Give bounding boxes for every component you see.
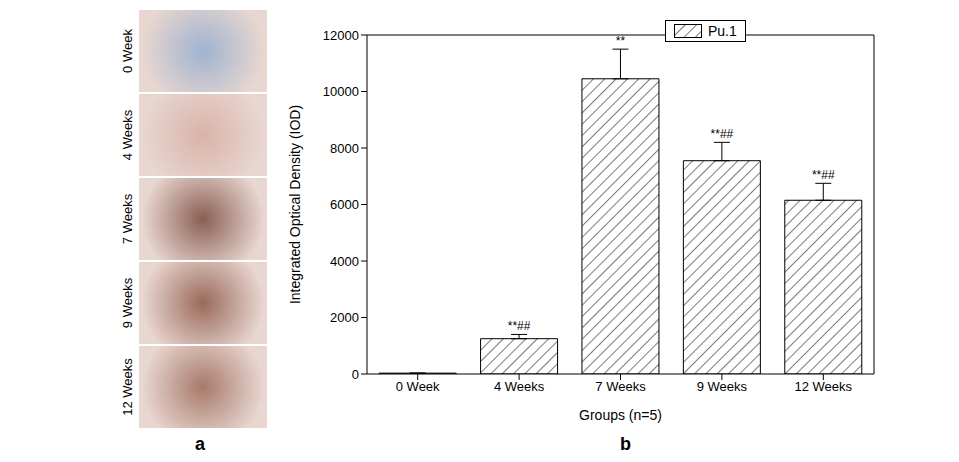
svg-text:12000: 12000 bbox=[323, 28, 359, 43]
svg-text:**##: **## bbox=[508, 319, 531, 333]
svg-text:6000: 6000 bbox=[330, 197, 359, 212]
svg-text:9 Weeks: 9 Weeks bbox=[697, 379, 748, 394]
svg-text:0: 0 bbox=[352, 367, 359, 382]
svg-text:**: ** bbox=[616, 34, 626, 48]
html-text:0 Week: 0 Week bbox=[119, 29, 135, 73]
svg-text:7 Weeks: 7 Weeks bbox=[595, 379, 646, 394]
html-text:b: b bbox=[620, 434, 631, 454]
svg-text:2000: 2000 bbox=[330, 310, 359, 325]
html-text:Pu.1: Pu.1 bbox=[708, 23, 737, 39]
html-text:12 Weeks: 12 Weeks bbox=[119, 358, 135, 416]
html-text:a: a bbox=[195, 434, 205, 454]
html-text:4 Weeks: 4 Weeks bbox=[119, 109, 135, 161]
html-text:9 Weeks: 9 Weeks bbox=[119, 277, 135, 329]
svg-text:4 Weeks: 4 Weeks bbox=[494, 379, 545, 394]
svg-text:**##: **## bbox=[711, 127, 734, 141]
svg-text:0 Week: 0 Week bbox=[396, 379, 440, 394]
html-text:7 Weeks: 7 Weeks bbox=[119, 193, 135, 245]
svg-text:Groups (n=5): Groups (n=5) bbox=[579, 407, 662, 423]
svg-text:**##: **## bbox=[812, 168, 835, 182]
svg-text:12 Weeks: 12 Weeks bbox=[795, 379, 853, 394]
svg-text:Integrated Optical Density (IO: Integrated Optical Density (IOD) bbox=[287, 105, 303, 304]
svg-text:4000: 4000 bbox=[330, 254, 359, 269]
svg-text:10000: 10000 bbox=[323, 84, 359, 99]
svg-text:8000: 8000 bbox=[330, 141, 359, 156]
